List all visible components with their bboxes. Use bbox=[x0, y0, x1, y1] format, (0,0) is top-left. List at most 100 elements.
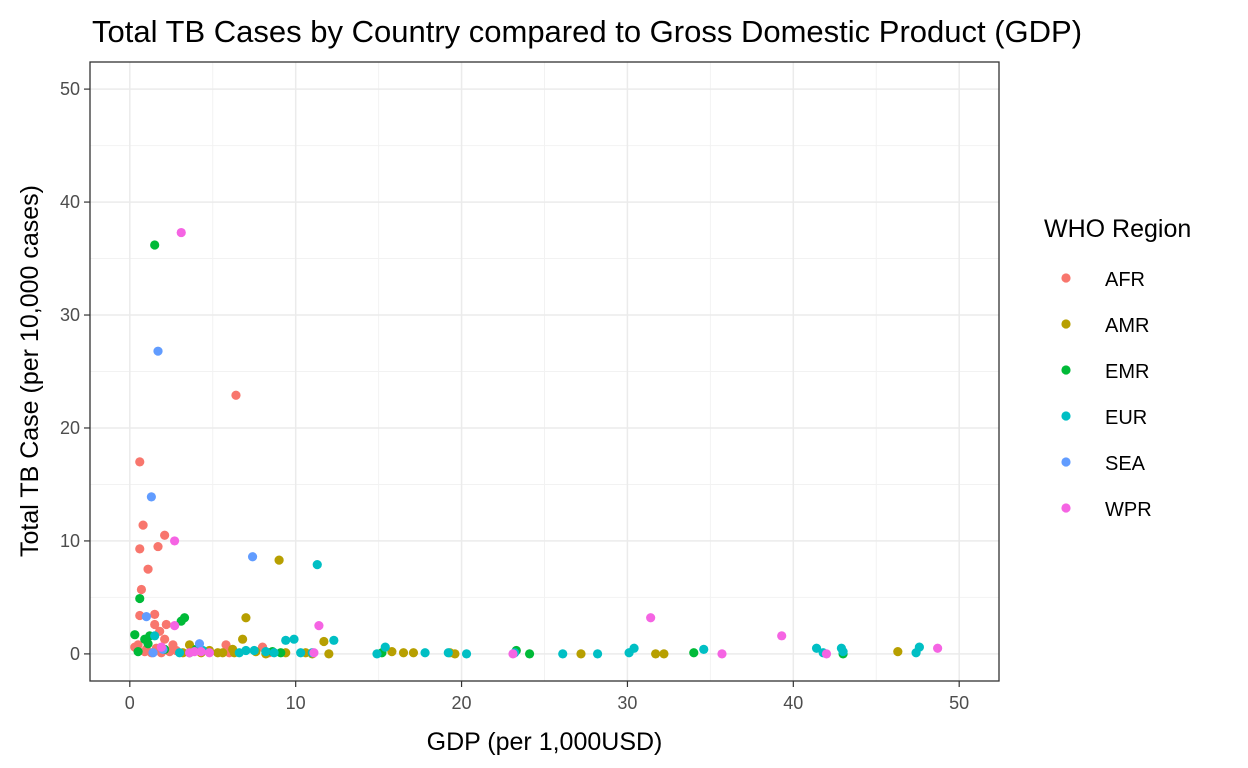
y-tick-label: 50 bbox=[60, 79, 80, 99]
data-point bbox=[312, 560, 322, 570]
data-point bbox=[420, 648, 430, 658]
data-point bbox=[576, 649, 586, 659]
data-point bbox=[309, 648, 319, 658]
data-point bbox=[811, 643, 822, 653]
data-point bbox=[135, 457, 145, 467]
data-point bbox=[717, 649, 727, 659]
data-points bbox=[130, 227, 943, 659]
plot-border bbox=[89, 61, 1000, 682]
grid-lines bbox=[90, 62, 999, 681]
data-point bbox=[524, 649, 535, 659]
data-point bbox=[387, 647, 397, 657]
legend-label-wpr: WPR bbox=[1105, 499, 1152, 521]
data-point bbox=[136, 584, 147, 595]
legend-label-eur: EUR bbox=[1105, 407, 1147, 429]
data-point bbox=[160, 530, 170, 540]
data-point bbox=[269, 648, 279, 658]
data-point bbox=[592, 649, 603, 659]
data-point bbox=[189, 647, 200, 657]
chart-title: Total TB Cases by Country compared to Gr… bbox=[92, 14, 1082, 49]
data-point bbox=[689, 648, 699, 658]
data-point bbox=[238, 634, 248, 644]
data-point bbox=[461, 649, 472, 659]
data-point bbox=[194, 639, 205, 649]
data-point bbox=[629, 643, 639, 653]
data-point bbox=[659, 649, 669, 659]
data-point bbox=[221, 640, 231, 650]
data-point bbox=[651, 649, 661, 659]
legend-key-afr bbox=[1061, 273, 1071, 283]
data-point bbox=[372, 649, 382, 659]
data-point bbox=[241, 645, 251, 656]
data-point bbox=[319, 636, 329, 647]
data-point bbox=[141, 612, 151, 622]
data-point bbox=[914, 642, 924, 652]
data-point bbox=[558, 649, 568, 659]
data-point bbox=[135, 544, 145, 554]
data-point bbox=[380, 642, 390, 652]
data-point bbox=[133, 647, 143, 657]
axes: 0 10 20 30 40 50 0 10 20 30 40 50 bbox=[60, 79, 969, 713]
y-tick-label: 10 bbox=[60, 531, 80, 551]
data-point bbox=[247, 552, 258, 562]
data-point bbox=[281, 635, 291, 645]
data-point bbox=[148, 648, 158, 658]
legend-label-emr: EMR bbox=[1105, 361, 1149, 383]
data-point bbox=[169, 621, 180, 631]
legend-key-amr bbox=[1061, 319, 1071, 329]
data-point bbox=[150, 240, 160, 250]
legend-key-emr bbox=[1061, 365, 1071, 375]
legend-key-wpr bbox=[1061, 503, 1071, 513]
series-emr bbox=[130, 240, 848, 659]
data-point bbox=[161, 619, 171, 630]
data-point bbox=[398, 648, 409, 658]
data-point bbox=[699, 644, 709, 654]
series-sea bbox=[141, 346, 258, 658]
data-point bbox=[150, 609, 160, 619]
data-point bbox=[160, 634, 170, 644]
data-point bbox=[933, 643, 943, 653]
data-point bbox=[135, 593, 145, 604]
legend-title: WHO Region bbox=[1044, 215, 1191, 243]
legend-key-eur bbox=[1061, 411, 1071, 421]
data-point bbox=[153, 346, 163, 356]
y-tick-label: 30 bbox=[60, 305, 80, 325]
data-point bbox=[508, 649, 518, 659]
legend-label-afr: AFR bbox=[1105, 269, 1145, 291]
x-tick-label: 0 bbox=[125, 693, 135, 713]
data-point bbox=[821, 649, 832, 659]
x-axis-title: GDP (per 1,000USD) bbox=[427, 728, 663, 756]
y-tick-label: 40 bbox=[60, 192, 80, 212]
data-point bbox=[241, 613, 251, 623]
series-wpr bbox=[156, 227, 943, 659]
data-point bbox=[329, 635, 339, 645]
data-point bbox=[150, 619, 160, 630]
data-point bbox=[261, 647, 271, 657]
x-tick-label: 30 bbox=[617, 693, 637, 713]
data-point bbox=[174, 648, 185, 658]
legend-key-sea bbox=[1061, 457, 1071, 467]
data-point bbox=[176, 616, 186, 626]
data-point bbox=[231, 390, 241, 400]
data-point bbox=[646, 613, 656, 623]
data-point bbox=[143, 639, 153, 649]
x-tick-label: 40 bbox=[783, 693, 803, 713]
legend-label-sea: SEA bbox=[1105, 453, 1146, 475]
data-point bbox=[153, 541, 163, 552]
x-tick-label: 20 bbox=[452, 693, 472, 713]
data-point bbox=[138, 520, 148, 530]
data-point bbox=[274, 555, 284, 565]
y-tick-label: 0 bbox=[70, 644, 80, 664]
data-point bbox=[196, 647, 206, 657]
data-point bbox=[150, 631, 160, 641]
y-axis-title: Total TB Case (per 10,000 cases) bbox=[16, 185, 44, 557]
legend-label-amr: AMR bbox=[1105, 315, 1149, 337]
data-point bbox=[324, 649, 334, 659]
data-point bbox=[276, 648, 286, 658]
legend: WHO Region AFR AMR EMR EUR SEA WPR bbox=[1044, 215, 1191, 521]
data-point bbox=[146, 492, 156, 502]
data-point bbox=[296, 648, 306, 658]
data-point bbox=[130, 630, 140, 640]
x-tick-label: 50 bbox=[949, 693, 969, 713]
